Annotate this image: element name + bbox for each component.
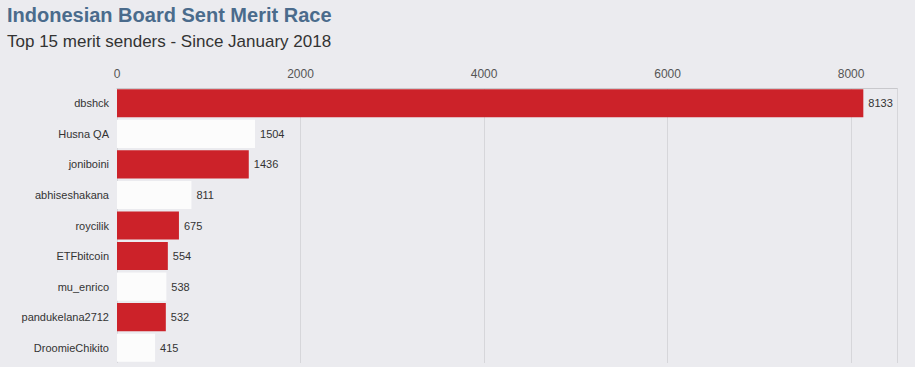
svg-text:8133: 8133 [868, 97, 892, 109]
svg-text:6000: 6000 [654, 67, 681, 81]
svg-text:554: 554 [173, 250, 191, 262]
svg-text:675: 675 [184, 220, 202, 232]
svg-text:DroomieChikito: DroomieChikito [34, 342, 109, 354]
svg-text:joniboini: joniboini [68, 158, 109, 170]
svg-text:1436: 1436 [254, 158, 278, 170]
svg-text:4000: 4000 [471, 67, 498, 81]
svg-text:ETFbitcoin: ETFbitcoin [56, 250, 109, 262]
svg-text:1504: 1504 [260, 128, 284, 140]
svg-text:2000: 2000 [287, 67, 314, 81]
svg-text:dbshck: dbshck [74, 97, 109, 109]
svg-text:415: 415 [160, 342, 178, 354]
svg-text:538: 538 [171, 281, 189, 293]
svg-text:Indonesian Board Sent Merit Ra: Indonesian Board Sent Merit Race [7, 4, 332, 26]
svg-text:Husna QA: Husna QA [58, 128, 109, 140]
svg-text:mu_enrico: mu_enrico [58, 281, 109, 293]
svg-text:8000: 8000 [838, 67, 865, 81]
svg-text:0: 0 [114, 67, 121, 81]
svg-text:roycilik: roycilik [75, 220, 109, 232]
svg-text:abhiseshakana: abhiseshakana [35, 189, 110, 201]
svg-text:Top 15 merit senders - Since J: Top 15 merit senders - Since January 201… [7, 32, 331, 51]
svg-text:pandukelana2712: pandukelana2712 [22, 311, 109, 323]
svg-text:532: 532 [171, 311, 189, 323]
svg-text:811: 811 [196, 189, 214, 201]
